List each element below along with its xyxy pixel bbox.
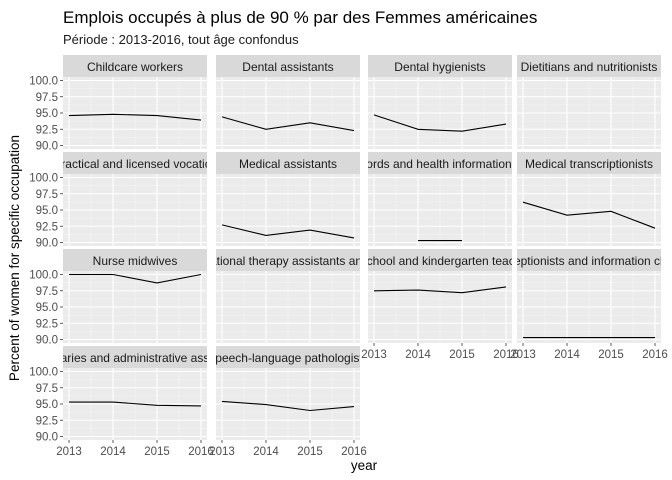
facet-strip	[368, 152, 512, 174]
x-tick-label: 2016	[341, 446, 367, 458]
facet-panel: Licensed practical and licensed vocation…	[3, 152, 267, 246]
series-line	[373, 114, 507, 132]
facet-strip-label: Medical assistants	[239, 157, 337, 171]
facet-strip-label: Dietitians and nutritionists	[521, 60, 658, 74]
facet-strip	[368, 55, 512, 77]
x-tick-label: 2013	[361, 349, 387, 361]
y-tick-label: 95.0	[36, 205, 58, 217]
facet-strip	[216, 55, 360, 77]
y-tick-label: 95.0	[36, 302, 58, 314]
y-tick-label: 90.0	[36, 141, 58, 153]
facet-strip	[63, 346, 207, 368]
facet-panel: Dietitians and nutritionists	[517, 55, 661, 149]
x-tick-label: 2015	[598, 349, 624, 361]
facet-panel: Preschool and kindergarten teachers	[342, 249, 538, 343]
facet-strip	[63, 152, 207, 174]
facet-strip-label: Secretaries and administrative assistant…	[26, 351, 244, 365]
y-tick-label: 92.5	[36, 124, 58, 136]
facet-strip-label: Dental assistants	[242, 60, 333, 74]
y-tick-label: 100.0	[29, 367, 58, 379]
y-tick-label: 95.0	[36, 108, 58, 120]
facet-strip-label: Licensed practical and licensed vocation…	[3, 157, 267, 171]
y-tick-label: 92.5	[36, 415, 58, 427]
facet-strip-label: Medical records and health information t…	[305, 157, 575, 171]
series-line	[373, 286, 507, 294]
axes: 90.0 92.5 95.0 97.5 100.0 90.0 92.5 95.0 97.5 100…	[29, 76, 668, 459]
series-line	[221, 400, 355, 412]
y-tick-label: 100.0	[29, 76, 58, 88]
y-tick-label: 97.5	[36, 92, 58, 104]
facet-strip	[517, 249, 661, 271]
facet-strip	[63, 55, 207, 77]
x-tick-label: 2013	[209, 446, 235, 458]
x-tick-label: 2016	[493, 349, 519, 361]
facet-strip-label: Medical transcriptionists	[525, 157, 653, 171]
facet-strip-label: Receptionists and information clerks	[493, 254, 672, 268]
x-tick-label: 2014	[405, 349, 431, 361]
facet-panel: Speech-language pathologists	[207, 346, 368, 440]
facet-panel: Medical transcriptionists	[517, 152, 661, 246]
x-axis-title: year	[351, 458, 378, 473]
y-tick-label: 97.5	[36, 189, 58, 201]
x-tick-label: 2015	[449, 349, 475, 361]
facet-strip-label: Childcare workers	[87, 60, 183, 74]
y-tick-label: 100.0	[29, 173, 58, 185]
facet-strip	[517, 55, 661, 77]
facet-panel: Occupational therapy assistants and aide…	[175, 249, 400, 343]
series-line	[69, 401, 202, 407]
facet-strip	[368, 249, 512, 271]
series-line	[522, 201, 656, 229]
facet-panel: Dental hygienists	[368, 55, 512, 149]
facet-panel: Receptionists and information clerks	[493, 249, 672, 343]
chart-subtitle: Période : 2013-2016, tout âge confondus	[63, 32, 299, 47]
x-tick-label: 2014	[554, 349, 580, 361]
facet-strip	[216, 152, 360, 174]
facet-strip-label: Dental hygienists	[394, 60, 485, 74]
y-axis-title: Percent of women for specific occupation	[7, 135, 22, 381]
facet-panel: Nurse midwives	[63, 249, 207, 343]
y-tick-label: 95.0	[36, 399, 58, 411]
facet-strip-label: Nurse midwives	[93, 254, 178, 268]
facet-panel: Childcare workers	[63, 55, 207, 149]
facet-strip	[216, 346, 360, 368]
chart-title: Emplois occupés à plus de 90 % par des F…	[63, 8, 537, 27]
series-line	[69, 273, 202, 284]
facet-strip	[63, 249, 207, 271]
y-tick-label: 97.5	[36, 286, 58, 298]
facet-strip	[216, 249, 360, 271]
series-line	[221, 116, 355, 132]
facet-panels: Childcare workers Dental assistants Dental…	[3, 55, 672, 440]
y-tick-label: 92.5	[36, 221, 58, 233]
series-line	[221, 224, 355, 239]
facet-panel: Medical records and health information t…	[305, 152, 575, 246]
facet-strip-label: Occupational therapy assistants and aide…	[175, 254, 400, 268]
x-tick-label: 2013	[56, 446, 82, 458]
y-tick-label: 100.0	[29, 270, 58, 282]
x-tick-label: 2014	[253, 446, 279, 458]
x-tick-label: 2016	[188, 446, 214, 458]
y-tick-label: 97.5	[36, 383, 58, 395]
x-tick-label: 2015	[144, 446, 170, 458]
facet-panel: Dental assistants	[216, 55, 360, 149]
y-tick-label: 92.5	[36, 318, 58, 330]
x-tick-label: 2014	[100, 446, 126, 458]
facet-panel: Medical assistants	[216, 152, 360, 246]
y-tick-label: 90.0	[36, 238, 58, 250]
series-line	[68, 113, 202, 121]
y-tick-label: 90.0	[36, 432, 58, 444]
facet-strip-label: Preschool and kindergarten teachers	[342, 254, 538, 268]
y-tick-label: 90.0	[36, 335, 58, 347]
facet-strip-label: Speech-language pathologists	[207, 351, 368, 365]
x-tick-label: 2013	[510, 349, 536, 361]
facet-strip	[517, 152, 661, 174]
x-tick-label: 2016	[642, 349, 668, 361]
x-tick-label: 2015	[297, 446, 323, 458]
facet-panel: Secretaries and administrative assistant…	[26, 346, 244, 440]
